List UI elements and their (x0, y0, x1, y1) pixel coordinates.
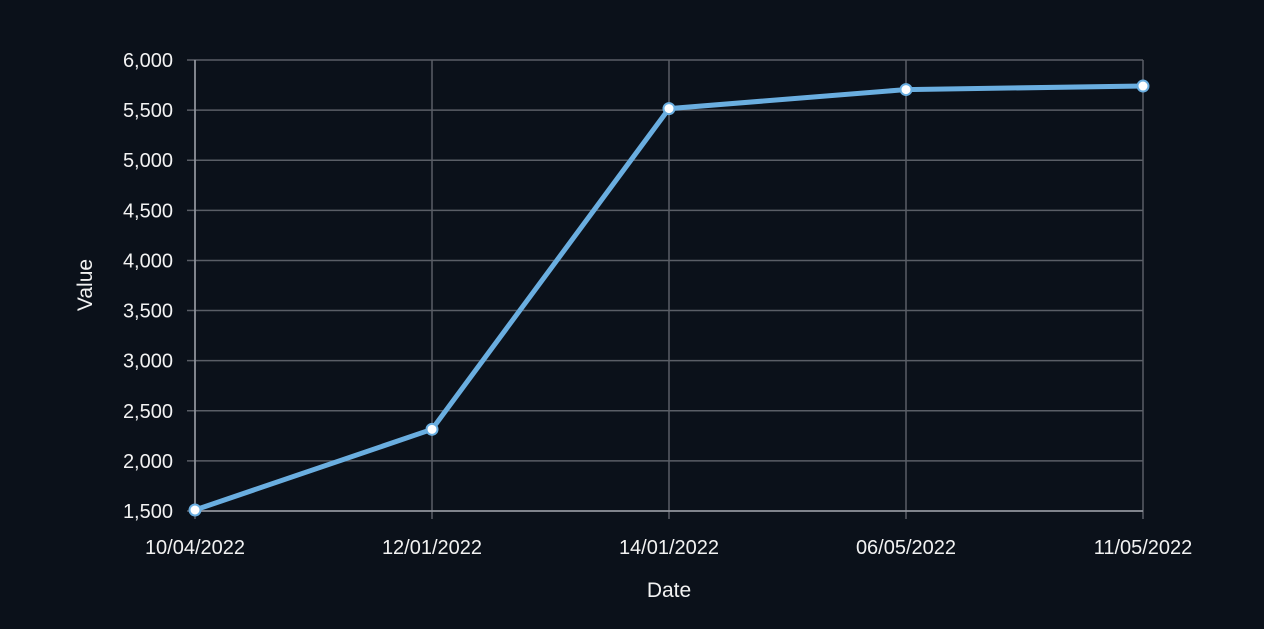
y-tick-label: 3,500 (123, 301, 173, 323)
data-point (1136, 79, 1150, 93)
y-tick-label: 4,000 (123, 250, 173, 272)
data-point (425, 422, 439, 436)
data-point (662, 102, 676, 116)
x-axis-title: Date (647, 579, 691, 602)
x-tick-label: 10/04/2022 (145, 537, 245, 559)
tick-labels: 1,500 2,000 2,500 3,000 3,500 4,000 4,500 5,000… (123, 50, 1192, 559)
y-tick-label: 5,500 (123, 100, 173, 122)
y-tick-label: 3,000 (123, 351, 173, 373)
x-tick-label: 14/01/2022 (619, 537, 719, 559)
x-tick-label: 06/05/2022 (856, 537, 956, 559)
series-value (188, 79, 1150, 517)
y-tick-label: 2,000 (123, 451, 173, 473)
y-tick-label: 2,500 (123, 401, 173, 423)
y-tick-label: 6,000 (123, 50, 173, 72)
y-tick-label: 4,500 (123, 200, 173, 222)
y-tick-label: 1,500 (123, 501, 173, 523)
y-tick-label: 5,000 (123, 150, 173, 172)
y-axis-title: Value (74, 259, 97, 311)
data-point (899, 83, 913, 97)
axes (194, 60, 1143, 512)
data-point (188, 503, 202, 517)
x-tick-label: 12/01/2022 (382, 537, 482, 559)
x-tick-label: 11/05/2022 (1094, 537, 1193, 559)
